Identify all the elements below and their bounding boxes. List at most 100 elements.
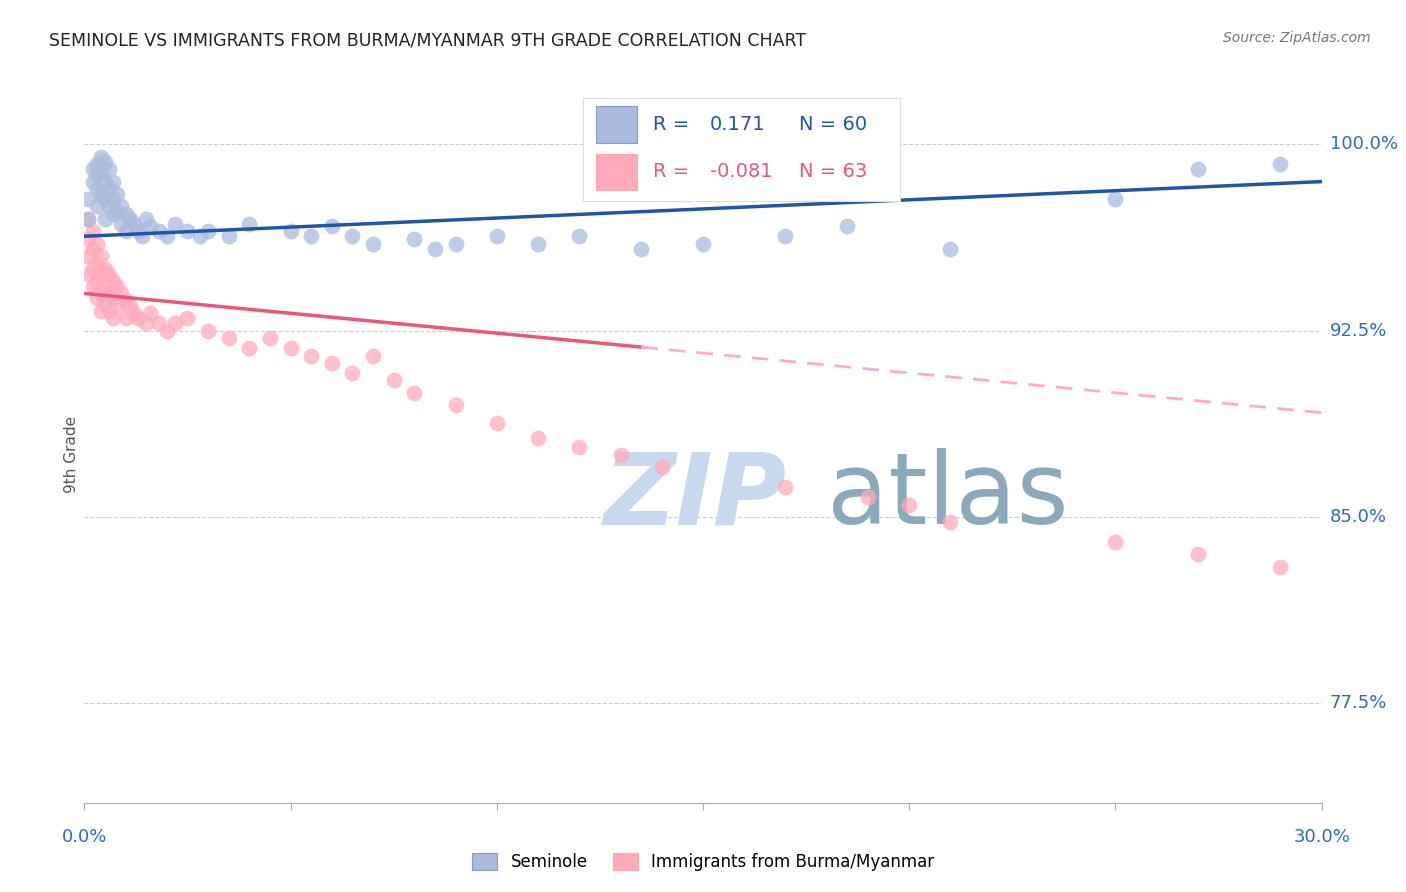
Point <box>94 296 117 310</box>
Point <box>299 229 322 244</box>
Point <box>156 324 179 338</box>
Point <box>404 232 426 246</box>
Point <box>527 236 550 251</box>
Point <box>775 229 797 244</box>
Point <box>103 192 125 206</box>
Point <box>114 224 136 238</box>
Point <box>361 349 384 363</box>
Point <box>342 366 364 380</box>
Text: 77.5%: 77.5% <box>1330 694 1388 713</box>
Point <box>90 167 112 181</box>
Point <box>86 167 108 181</box>
Point <box>94 211 117 226</box>
Point <box>856 490 879 504</box>
Point <box>299 349 322 363</box>
Text: N = 63: N = 63 <box>799 162 868 181</box>
Point <box>939 515 962 529</box>
Point <box>568 229 591 244</box>
Point <box>1270 157 1292 171</box>
Point <box>139 306 162 320</box>
Point <box>898 498 921 512</box>
Point <box>218 229 240 244</box>
Point <box>103 274 125 288</box>
Point <box>1187 162 1209 177</box>
Point <box>197 324 219 338</box>
Point <box>105 186 128 201</box>
Point <box>105 279 128 293</box>
Text: 30.0%: 30.0% <box>1294 828 1350 846</box>
Point <box>86 274 108 288</box>
Point <box>188 229 211 244</box>
Point <box>238 341 260 355</box>
Point <box>98 286 121 301</box>
Point <box>444 398 467 412</box>
Point <box>77 267 100 281</box>
Text: 0.171: 0.171 <box>710 115 766 135</box>
Text: N = 60: N = 60 <box>799 115 866 135</box>
Point <box>775 480 797 494</box>
Point <box>98 199 121 213</box>
Point <box>94 154 117 169</box>
Text: 0.0%: 0.0% <box>62 828 107 846</box>
Point <box>82 162 104 177</box>
Point <box>280 341 302 355</box>
Point <box>114 311 136 326</box>
Point <box>86 236 108 251</box>
Point <box>1270 559 1292 574</box>
Point <box>103 207 125 221</box>
Point <box>197 224 219 238</box>
Point <box>103 175 125 189</box>
Point <box>86 291 108 305</box>
Point <box>103 291 125 305</box>
Point <box>86 182 108 196</box>
Point <box>1187 547 1209 561</box>
Text: 85.0%: 85.0% <box>1330 508 1386 526</box>
Point <box>165 316 187 330</box>
Point <box>122 217 145 231</box>
Point <box>86 199 108 213</box>
Point <box>82 261 104 276</box>
Point <box>94 279 117 293</box>
Point <box>77 211 100 226</box>
Point <box>77 232 100 246</box>
Point <box>176 311 198 326</box>
Point <box>86 157 108 171</box>
Text: 92.5%: 92.5% <box>1330 322 1388 340</box>
Point <box>86 256 108 270</box>
Point <box>127 224 149 238</box>
Text: -0.081: -0.081 <box>710 162 773 181</box>
Legend: Seminole, Immigrants from Burma/Myanmar: Seminole, Immigrants from Burma/Myanmar <box>464 845 942 880</box>
Point <box>90 150 112 164</box>
Point <box>98 303 121 318</box>
Point <box>110 217 132 231</box>
Point <box>837 219 859 234</box>
Point <box>485 229 508 244</box>
Point <box>218 331 240 345</box>
Point <box>90 286 112 301</box>
Point <box>110 199 132 213</box>
Point <box>82 175 104 189</box>
Point <box>176 224 198 238</box>
Point <box>98 267 121 281</box>
Text: R =: R = <box>652 162 689 181</box>
Point <box>609 448 631 462</box>
Point <box>139 219 162 234</box>
Point <box>238 217 260 231</box>
Point <box>118 299 141 313</box>
Point <box>98 162 121 177</box>
Point <box>77 249 100 263</box>
Point <box>94 261 117 276</box>
Point <box>156 229 179 244</box>
Point <box>105 299 128 313</box>
Point <box>114 207 136 221</box>
Point <box>444 236 467 251</box>
Point <box>110 286 132 301</box>
Point <box>77 211 100 226</box>
Point <box>321 356 343 370</box>
Text: SEMINOLE VS IMMIGRANTS FROM BURMA/MYANMAR 9TH GRADE CORRELATION CHART: SEMINOLE VS IMMIGRANTS FROM BURMA/MYANMA… <box>49 31 806 49</box>
Point <box>423 242 446 256</box>
Point <box>77 192 100 206</box>
Text: R =: R = <box>652 115 689 135</box>
Point <box>98 182 121 196</box>
Point <box>692 236 714 251</box>
